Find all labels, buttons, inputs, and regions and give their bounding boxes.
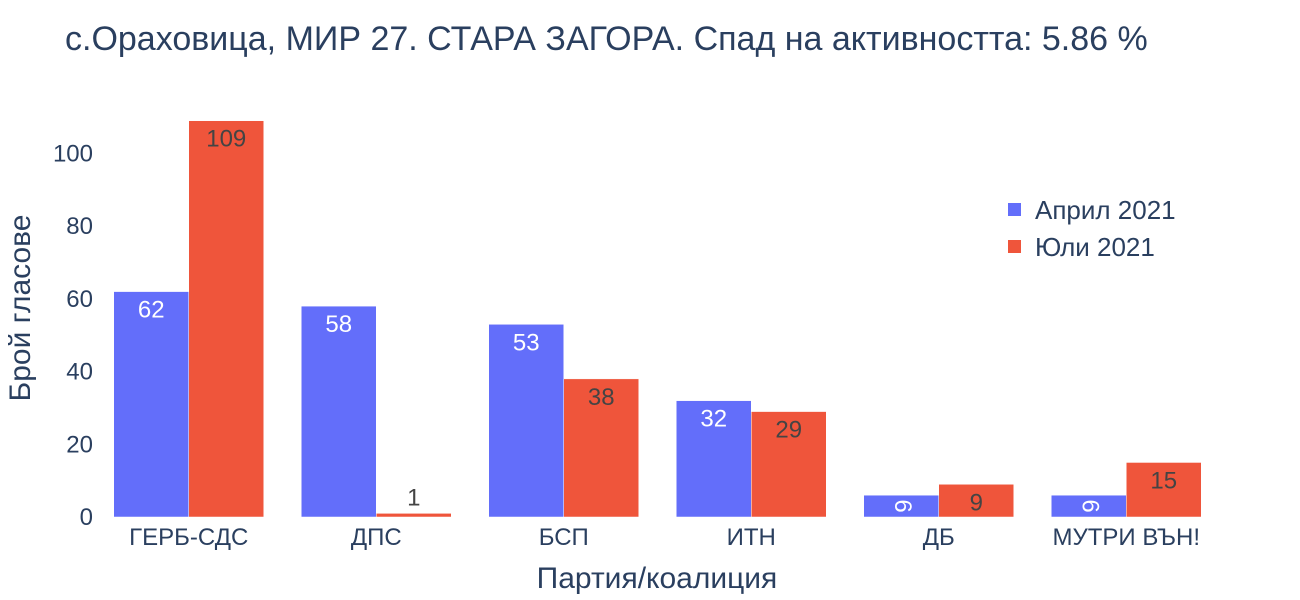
- y-tick-label: 0: [80, 504, 93, 531]
- y-axis-ticks: 0 20 40 60 80 100: [53, 140, 93, 531]
- x-tick-label: ГЕРБ-СДС: [129, 524, 248, 551]
- chart-title: с.Ораховица, МИР 27. СТАРА ЗАГОРА. Спад …: [65, 20, 1148, 58]
- bar: [676, 400, 752, 518]
- bar: [376, 513, 452, 518]
- data-label: 58: [325, 311, 352, 338]
- legend-label: Юли 2021: [1035, 232, 1155, 262]
- bar: [1126, 462, 1202, 518]
- data-label: 53: [513, 329, 540, 356]
- y-tick-label: 40: [66, 359, 93, 386]
- data-label: 62: [138, 297, 165, 324]
- data-label: 1: [407, 484, 420, 511]
- legend-swatch: [1008, 203, 1021, 216]
- bar: [751, 411, 827, 518]
- data-label: 6: [1076, 499, 1103, 512]
- y-axis-title: Брой гласове: [4, 215, 37, 402]
- x-tick-label: ДПС: [351, 524, 402, 551]
- bar: [188, 120, 264, 518]
- bars: 62 109 58 1 53 38 32 29 6 9 6 15: [113, 120, 1202, 518]
- bar: [113, 291, 189, 518]
- y-tick-label: 100: [53, 140, 93, 167]
- legend: Април 2021 Юли 2021: [1008, 195, 1176, 262]
- y-tick-label: 80: [66, 213, 93, 240]
- x-tick-label: ДБ: [923, 524, 955, 551]
- legend-swatch: [1008, 240, 1021, 253]
- bar: [301, 305, 377, 518]
- y-tick-label: 60: [66, 286, 93, 313]
- data-label: 109: [206, 126, 246, 153]
- bar: [938, 484, 1014, 518]
- x-tick-label: МУТРИ ВЪН!: [1053, 524, 1200, 551]
- data-label: 38: [588, 384, 615, 411]
- x-tick-label: ИТН: [727, 524, 776, 551]
- legend-label: Април 2021: [1035, 195, 1176, 225]
- data-label: 15: [1150, 467, 1177, 494]
- x-axis-title: Партия/коалиция: [537, 562, 778, 595]
- x-tick-label: БСП: [539, 524, 589, 551]
- bar: [563, 378, 639, 518]
- y-tick-label: 20: [66, 431, 93, 458]
- data-label: 6: [889, 499, 916, 512]
- data-label: 9: [970, 489, 983, 516]
- data-label: 29: [775, 417, 802, 444]
- bar: [488, 324, 564, 518]
- data-label: 32: [700, 406, 727, 433]
- x-axis-ticks: ГЕРБ-СДС ДПС БСП ИТН ДБ МУТРИ ВЪН!: [129, 524, 1200, 551]
